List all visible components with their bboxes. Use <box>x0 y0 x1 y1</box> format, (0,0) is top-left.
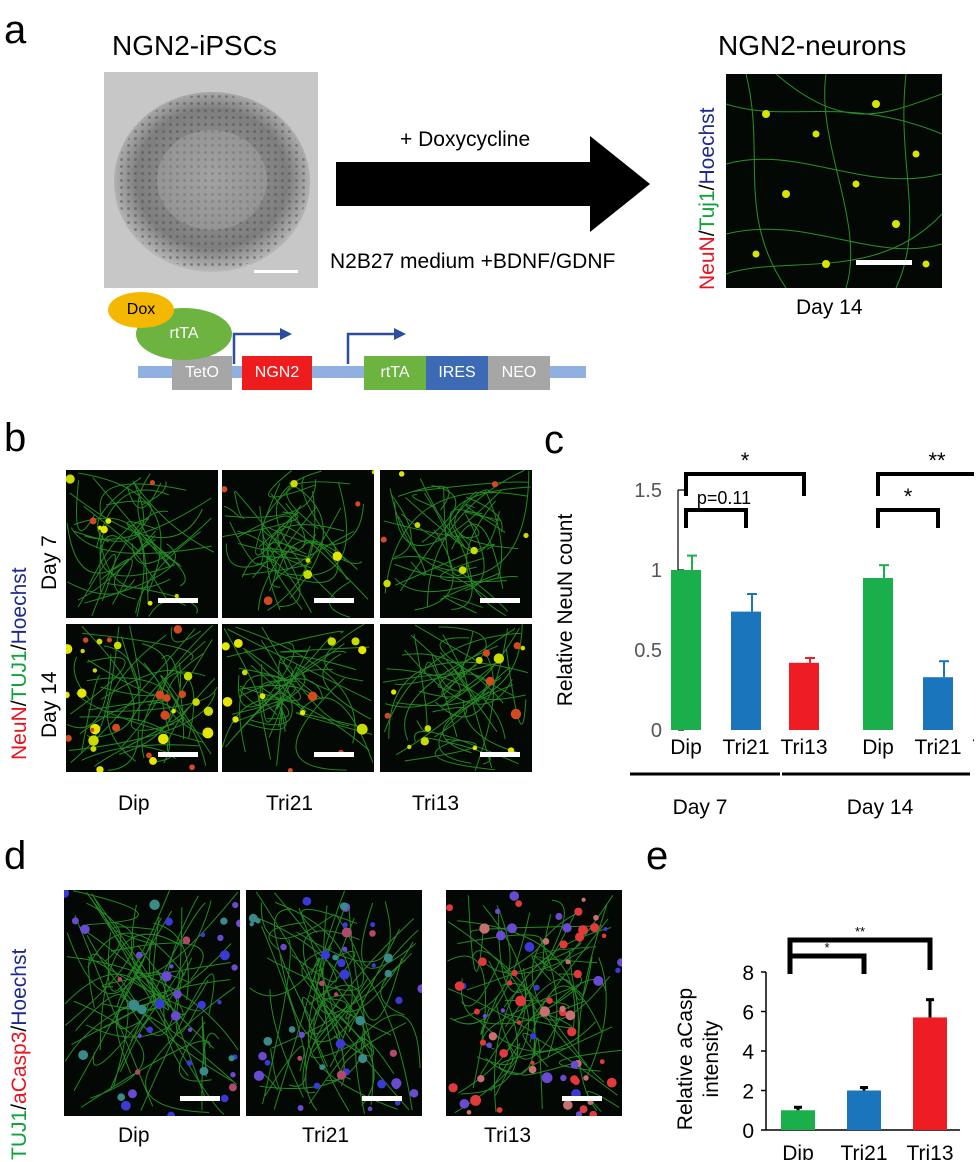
promoter-arrow-icon <box>232 328 292 364</box>
rtta-oval: rtTA <box>136 308 232 360</box>
significance-bracket <box>684 472 806 496</box>
d-col-label-tri13: Tri13 <box>484 1124 532 1147</box>
b-row-label-day14: Day 14 <box>38 671 61 738</box>
significance-bracket <box>787 953 867 974</box>
micrograph-b-day7-tri21 <box>222 470 374 618</box>
significance-bracket <box>787 937 933 970</box>
group-label-day7: Day 7 <box>673 796 728 819</box>
rtta-box: rtTA <box>364 356 426 390</box>
scale-bar <box>158 752 198 757</box>
x-tick-label: Tri13 <box>906 1142 953 1160</box>
ires-box: IRES <box>426 356 488 390</box>
significance-label: p=0.11 <box>697 488 751 508</box>
b-row-label-day7: Day 7 <box>38 535 61 590</box>
d-col-label-dip: Dip <box>118 1124 150 1147</box>
x-tick-label: Dip <box>670 736 702 759</box>
scale-bar <box>856 260 912 265</box>
scale-bar <box>314 598 354 603</box>
chart-relative-neun-count: 0 0.5 1 1.5 Relative NeuN count Dip Tri21 Tri13… <box>554 448 974 819</box>
neuron-image <box>726 74 942 288</box>
d-stain-label: TUJ1/aCasp3/Hoechst <box>8 948 31 1160</box>
bar <box>731 611 761 730</box>
bar <box>863 578 893 730</box>
ipsc-title: NGN2-iPSCs <box>112 30 277 61</box>
chart-relative-acasp-intensity: 0 2 4 6 8 Relative aCasp intensity Dip Tri21 Tri1… <box>674 924 960 1160</box>
b-col-label-dip: Dip <box>118 792 150 815</box>
scale-bar <box>480 598 520 603</box>
panel-letter-a: a <box>4 8 27 52</box>
b-col-label-tri13: Tri13 <box>412 792 460 815</box>
y-tick-label: 0 <box>651 720 662 742</box>
b-stain-label: NeuN/TUJ1/Hoechst <box>8 567 31 760</box>
scale-bar <box>362 1096 402 1101</box>
ngn2-box: NGN2 <box>242 356 312 390</box>
significance-bracket <box>876 508 940 528</box>
significance-label: ** <box>928 448 946 473</box>
scale-bar <box>158 598 198 603</box>
y-tick-label: 6 <box>742 1002 754 1025</box>
y-tick-label: 1 <box>651 560 662 582</box>
arrow-bottom-label: N2B27 medium +BDNF/GDNF <box>330 250 616 273</box>
neo-box: NEO <box>488 356 550 390</box>
neuron-title: NGN2-neurons <box>718 30 907 61</box>
ipsc-phase-image <box>104 72 318 288</box>
panel-letter-e: e <box>646 834 669 878</box>
y-tick-label: 0 <box>742 1120 754 1143</box>
micrograph-b-day14-tri13 <box>380 624 532 772</box>
x-tick-label: Tri13 <box>972 736 974 759</box>
dox-oval: Dox <box>108 292 174 328</box>
y-axis-label: Relative aCasp <box>674 988 697 1130</box>
y-axis-label: Relative NeuN count <box>554 514 577 707</box>
scale-bar <box>254 270 298 273</box>
significance-label: * <box>904 484 913 509</box>
y-tick-label: 2 <box>742 1081 754 1104</box>
micrograph-d-tri13 <box>446 890 622 1116</box>
right-arrow-icon <box>336 136 650 232</box>
y-tick-label: 0.5 <box>634 640 662 662</box>
d-col-label-tri21: Tri21 <box>302 1124 350 1147</box>
arrow-top-label: + Doxycycline <box>400 128 531 151</box>
x-tick-label: Dip <box>782 1142 814 1160</box>
micrograph-b-day7-dip <box>66 470 218 618</box>
bar <box>923 677 953 730</box>
micrograph-b-day7-tri13 <box>380 470 532 618</box>
y-tick-label: 8 <box>742 962 754 985</box>
scale-bar <box>562 1096 602 1101</box>
panel-letter-d: d <box>4 834 27 878</box>
micrograph-d-tri21 <box>246 890 422 1116</box>
micrograph-b-day14-tri21 <box>222 624 374 772</box>
y-tick-label: 1.5 <box>634 480 662 502</box>
significance-label: * <box>824 940 829 955</box>
micrograph-d-dip <box>64 890 240 1116</box>
scale-bar <box>480 752 520 757</box>
bar <box>789 662 819 730</box>
group-label-day14: Day 14 <box>847 796 914 819</box>
promoter-arrow-icon <box>346 328 406 364</box>
y-axis-label: intensity <box>700 1020 723 1098</box>
significance-bracket <box>684 508 748 528</box>
x-tick-label: Tri21 <box>722 736 769 759</box>
b-col-label-tri21: Tri21 <box>266 792 314 815</box>
bar <box>671 570 701 730</box>
panel-letter-c: c <box>544 418 564 462</box>
significance-bracket <box>876 472 974 496</box>
panel-letter-b: b <box>4 416 27 460</box>
x-tick-label: Tri21 <box>840 1142 887 1160</box>
bar <box>781 1110 815 1130</box>
scale-bar <box>314 752 354 757</box>
neuron-stain-label: NeuN/Tuj1/Hoechst <box>696 107 719 290</box>
neuron-day-label: Day 14 <box>796 296 863 319</box>
micrograph-b-day14-dip <box>66 624 218 772</box>
x-tick-label: Dip <box>862 736 894 759</box>
significance-label: * <box>741 448 750 473</box>
y-tick-label: 4 <box>742 1041 754 1064</box>
x-tick-label: Tri13 <box>780 736 827 759</box>
teto-box: TetO <box>172 356 232 390</box>
x-tick-label: Tri21 <box>914 736 961 759</box>
bar <box>913 1017 947 1130</box>
bar <box>847 1090 881 1130</box>
scale-bar <box>180 1096 220 1101</box>
significance-label: ** <box>855 924 865 939</box>
